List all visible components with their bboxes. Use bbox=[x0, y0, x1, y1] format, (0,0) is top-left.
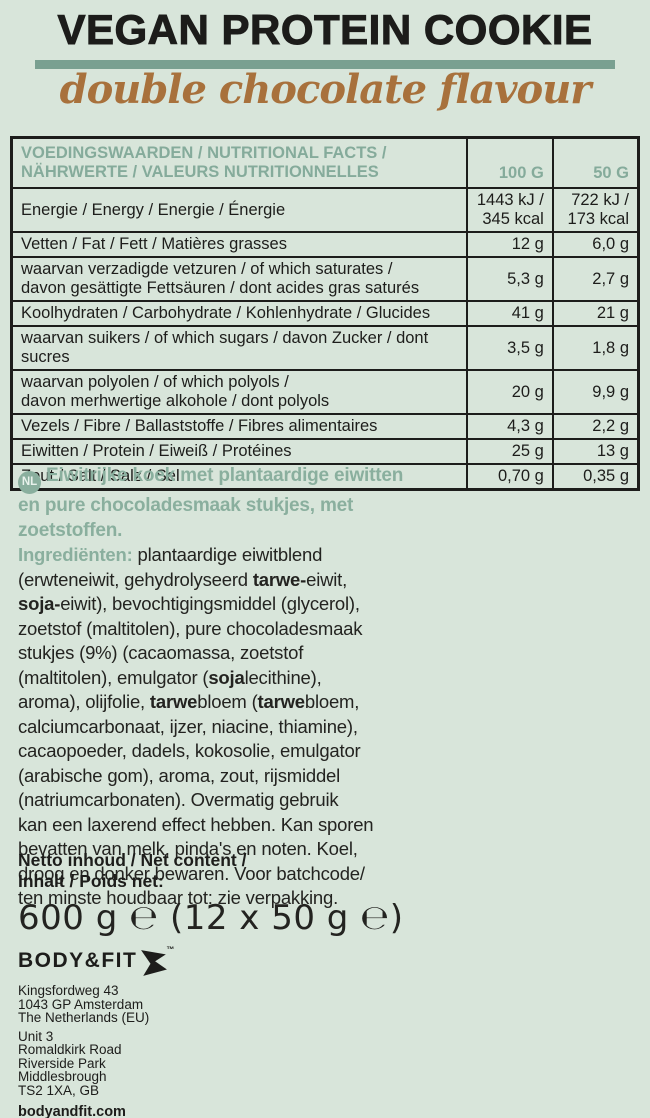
value-per-50g: 722 kJ / 173 kcal bbox=[551, 187, 640, 233]
nutrient-label: Vezels / Fibre / Ballaststoffe / Fibres … bbox=[10, 413, 469, 440]
value-per-50g: 21 g bbox=[551, 300, 640, 327]
ingredients-paragraph: Ingrediënten: plantaardige eiwitblend (e… bbox=[18, 543, 488, 911]
ingredient-text: bloem, calciumcarbonaat, ijzer, niacine,… bbox=[18, 691, 374, 908]
nutrition-row: Energie / Energy / Energie / Énergie 1443… bbox=[10, 187, 640, 233]
product-title: VEGAN PROTEIN COOKIE bbox=[57, 6, 593, 54]
ingredients-label: Ingrediënten: bbox=[18, 544, 133, 565]
value-per-100g: 3,5 g bbox=[466, 325, 554, 371]
address-netherlands: Kingsfordweg 43 1043 GP Amsterdam The Neth… bbox=[18, 984, 176, 1025]
brand-logo-text: BODY&FIT bbox=[18, 949, 138, 972]
nutrition-table-title: VOEDINGSWAARDEN / NUTRITIONAL FACTS / NÄ… bbox=[10, 136, 469, 189]
ingredients-text: plantaardige eiwitblend (erwteneiwit, ge… bbox=[18, 544, 374, 908]
ingredient-text: eiwit), bevochtigingsmiddel (glycerol), … bbox=[18, 593, 363, 688]
value-per-100g: 25 g bbox=[466, 438, 554, 465]
nutrition-row: Vezels / Fibre / Ballaststoffe / Fibres … bbox=[10, 413, 640, 440]
address-line: Romaldkirk Road bbox=[18, 1042, 122, 1057]
value-per-100g: 12 g bbox=[466, 231, 554, 258]
value-per-50g: 9,9 g bbox=[551, 369, 640, 415]
address-line: 1043 GP Amsterdam bbox=[18, 996, 144, 1012]
address-line: The Netherlands (EU) bbox=[18, 1010, 150, 1025]
column-header-50g: 50 G bbox=[551, 136, 640, 189]
value-per-50g: 2,2 g bbox=[551, 413, 640, 440]
allergen-bold-text: soja bbox=[208, 666, 245, 688]
brand-logo: BODY&FIT ™ bbox=[18, 944, 176, 978]
nutrient-label: Eiwitten / Protein / Eiweiß / Protéines bbox=[10, 438, 469, 465]
address-line: Middlesbrough bbox=[18, 1069, 107, 1084]
ingredient-text: eiwit, bbox=[306, 568, 348, 590]
product-description-text: Eiwitrijke koek met plantaardige eiwitte… bbox=[18, 465, 404, 541]
nutrient-label: waarvan suikers / of which sugars / davo… bbox=[10, 325, 469, 371]
value-per-50g: 6,0 g bbox=[551, 231, 640, 258]
nutrient-label: waarvan verzadigde vetzuren / of which s… bbox=[10, 256, 469, 302]
allergen-bold-text: tarwe- bbox=[252, 568, 307, 590]
allergen-bold-text: tarwe bbox=[149, 691, 198, 712]
nutrient-label: Energie / Energy / Energie / Énergie bbox=[10, 187, 469, 233]
nutrition-header-row: VOEDINGSWAARDEN / NUTRITIONAL FACTS / NÄ… bbox=[10, 136, 640, 189]
nutrient-label: Vetten / Fat / Fett / Matières grasses bbox=[10, 231, 469, 258]
brand-logo-x-icon bbox=[141, 950, 168, 976]
value-per-100g: 0,70 g bbox=[466, 463, 554, 491]
value-per-100g: 1443 kJ / 345 kcal bbox=[466, 187, 554, 233]
nutrition-row: Eiwitten / Protein / Eiweiß / Protéines 2… bbox=[10, 438, 640, 465]
nutrition-row: Vetten / Fat / Fett / Matières grasses 12… bbox=[10, 231, 640, 258]
nutrition-table: VOEDINGSWAARDEN / NUTRITIONAL FACTS / NÄ… bbox=[10, 136, 640, 491]
column-header-100g: 100 G bbox=[466, 136, 554, 189]
ingredient-text: lecithine), aroma), olijfolie, bbox=[18, 666, 322, 713]
net-content-section: Netto inhoud / Net content / Inhalt / Po… bbox=[18, 850, 404, 938]
value-per-50g: 13 g bbox=[551, 438, 640, 465]
website-url: bodyandfit.com bbox=[18, 1104, 126, 1118]
net-content-label: Netto inhoud / Net content / Inhalt / Po… bbox=[18, 850, 247, 891]
nutrition-row: Koolhydraten / Carbohydrate / Kohlenhydr… bbox=[10, 300, 640, 327]
nutrient-label: Koolhydraten / Carbohydrate / Kohlenhydr… bbox=[10, 300, 469, 327]
flavour-subtitle: double chocolate flavour bbox=[59, 66, 592, 113]
value-per-50g: 2,7 g bbox=[551, 256, 640, 302]
value-per-100g: 4,3 g bbox=[466, 413, 554, 440]
address-line: Kingsfordweg 43 bbox=[18, 983, 119, 998]
ingredient-text: bloem ( bbox=[197, 691, 258, 712]
net-content-value: 600 g ℮ (12 x 50 g ℮) bbox=[18, 898, 404, 938]
value-per-50g: 1,8 g bbox=[551, 325, 640, 371]
nutrition-row: waarvan suikers / of which sugars / davo… bbox=[10, 325, 640, 371]
trademark-symbol: ™ bbox=[166, 944, 175, 954]
value-per-100g: 20 g bbox=[466, 369, 554, 415]
allergen-bold-text: soja- bbox=[18, 593, 61, 614]
value-per-100g: 41 g bbox=[466, 300, 554, 327]
accent-bar bbox=[35, 60, 615, 69]
nutrient-label: waarvan polyolen / of which polyols / da… bbox=[10, 369, 469, 415]
address-line: TS2 1XA, GB bbox=[18, 1082, 100, 1098]
nutrition-row: waarvan verzadigde vetzuren / of which s… bbox=[10, 256, 640, 302]
value-per-50g: 0,35 g bbox=[551, 463, 640, 491]
nutrition-row: waarvan polyolen / of which polyols / da… bbox=[10, 369, 640, 415]
footer-section: BODY&FIT ™ Kingsfordweg 43 1043 GP Amster… bbox=[18, 944, 176, 1118]
allergen-bold-text: tarwe bbox=[257, 691, 306, 712]
description-section: NL Eiwitrijke koek met plantaardige eiwit… bbox=[18, 464, 488, 911]
address-line: Unit 3 bbox=[18, 1028, 54, 1044]
nl-language-badge: NL bbox=[18, 471, 41, 494]
product-description: NL Eiwitrijke koek met plantaardige eiwit… bbox=[18, 464, 488, 543]
address-line: Riverside Park bbox=[18, 1055, 106, 1071]
ingredient-text: plantaardige eiwitblend (erwteneiwit, ge… bbox=[18, 544, 323, 590]
value-per-100g: 5,3 g bbox=[466, 256, 554, 302]
address-uk: Unit 3 Romaldkirk Road Riverside Park Middl… bbox=[18, 1028, 176, 1098]
